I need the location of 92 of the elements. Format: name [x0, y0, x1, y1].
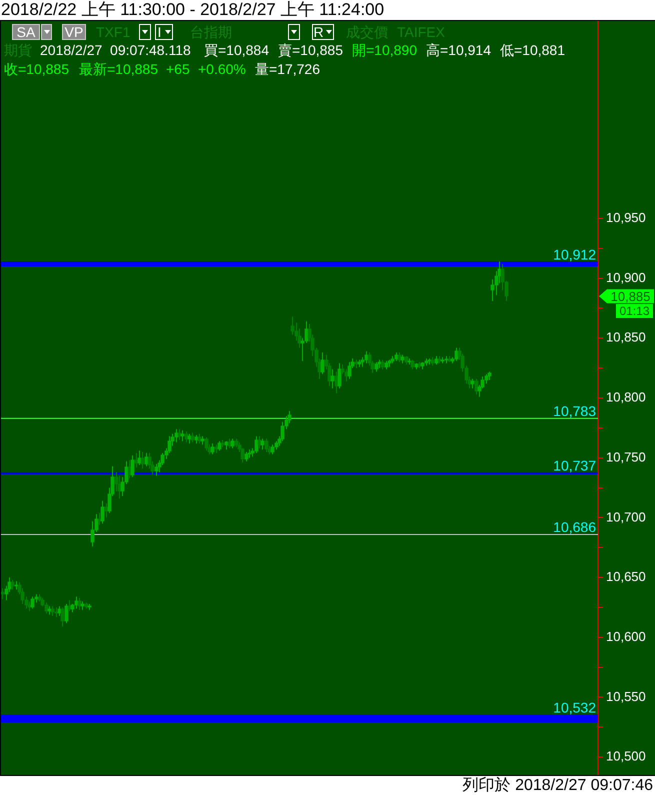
annotation: R [312, 24, 324, 40]
candlestick [400, 354, 404, 364]
y-tick-label: 10,550 [606, 688, 646, 704]
candlestick [474, 378, 478, 395]
candlestick [44, 602, 48, 614]
ref-line-label: 10,532 [553, 700, 596, 716]
y-tick-label: 10,600 [606, 628, 646, 644]
candlestick [270, 444, 274, 455]
y-tick-label: 10,850 [606, 330, 646, 345]
candlestick [88, 603, 92, 610]
candlestick [390, 356, 394, 364]
candlestick [434, 356, 438, 365]
annotation: 低=10,881 [500, 42, 565, 58]
candlestick [254, 436, 258, 454]
text: 10,885 [610, 288, 650, 304]
candlestick [348, 362, 352, 380]
candlestick [248, 448, 252, 458]
candlestick [100, 500, 104, 524]
candlestick [470, 378, 474, 389]
candlestick [454, 347, 458, 362]
annotation: I [155, 24, 163, 40]
candlestick [380, 359, 384, 370]
annotation: +0.60% [198, 61, 246, 77]
candlestick [1, 588, 4, 600]
candlestick [264, 438, 268, 452]
annotation: +65 [166, 61, 190, 77]
annotation: 最新=10,885 [79, 61, 158, 77]
annotation: 量=17,726 [255, 61, 320, 77]
annotation: 賣=10,885 [278, 42, 343, 58]
candlestick [438, 356, 442, 364]
candlestick [384, 360, 388, 370]
ref-line-label: 10,912 [553, 246, 596, 262]
text: 列印於 2018/2/27 09:07:46 [462, 777, 653, 795]
candlestick [424, 358, 428, 366]
candlestick [200, 436, 204, 446]
candlestick [30, 596, 34, 610]
candlestick [50, 606, 54, 616]
candlestick [154, 463, 158, 476]
annotation: 收=10,885 [4, 61, 69, 77]
candlestick [218, 440, 222, 452]
candlestick [198, 433, 202, 444]
candlestick [38, 594, 42, 602]
annotation: 買=10,884 [204, 42, 269, 58]
candlestick [440, 356, 444, 364]
candlestick [190, 432, 194, 443]
annotation: SA [12, 24, 40, 40]
candlestick [488, 371, 492, 381]
candlestick [220, 439, 224, 448]
candlestick [140, 451, 144, 470]
candlestick [230, 438, 234, 449]
candlestick [388, 359, 392, 368]
annotation: 高=10,914 [426, 42, 491, 58]
candlestick [410, 359, 414, 370]
y-tick-label: 10,650 [606, 569, 646, 584]
candlestick [64, 603, 68, 624]
candlestick [244, 451, 248, 462]
candlestick [398, 352, 402, 363]
text: 01:13 [616, 304, 653, 318]
candlestick [84, 602, 88, 610]
candlestick [358, 359, 362, 368]
y-tick-label: 10,750 [606, 449, 646, 464]
candlestick [210, 442, 214, 455]
candlestick [10, 579, 14, 590]
candlestick [130, 454, 134, 478]
candlestick [60, 606, 64, 628]
candlestick [338, 362, 342, 389]
candlestick [484, 374, 488, 384]
ref-line-label: 10,686 [553, 518, 596, 535]
chart-title: 2018/2/22 上午 11:30:00 - 2018/2/27 上午 11:24:00 [1, 0, 384, 20]
annotation: 2018/2/27 09:07:48.118 [40, 42, 191, 58]
y-tick-label: 10,700 [606, 509, 646, 524]
annotation: VP [62, 24, 86, 40]
candlestick [180, 430, 184, 442]
ref-line-label: 10,737 [553, 457, 596, 474]
annotation: 開=10,890 [352, 42, 417, 58]
y-tick-label: 10,900 [606, 270, 646, 285]
candlestick [260, 438, 264, 450]
y-tick-label: 10,950 [606, 210, 646, 226]
candlestick [420, 362, 424, 370]
candlestick [330, 368, 334, 389]
ref-line-label: 10,783 [553, 402, 596, 419]
candlestick [234, 438, 238, 448]
y-tick-label: 10,800 [606, 390, 646, 405]
candlestick [404, 356, 408, 365]
candlestick [78, 597, 82, 610]
candlestick [430, 356, 434, 366]
candlestick [184, 431, 188, 443]
candlestick [204, 436, 208, 452]
candlestick [80, 600, 84, 610]
candlestick [320, 352, 324, 375]
y-tick-label: 10,500 [606, 748, 646, 764]
candlestick [374, 362, 378, 372]
